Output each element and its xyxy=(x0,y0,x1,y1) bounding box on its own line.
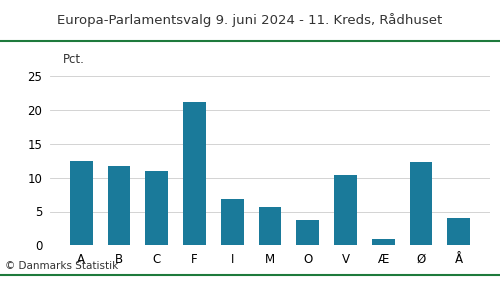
Bar xyxy=(183,102,206,245)
Bar xyxy=(372,239,394,245)
Bar xyxy=(448,218,470,245)
Bar xyxy=(410,162,432,245)
Text: © Danmarks Statistik: © Danmarks Statistik xyxy=(5,261,118,271)
Bar xyxy=(334,175,357,245)
Bar xyxy=(70,161,92,245)
Bar xyxy=(108,166,130,245)
Text: Pct.: Pct. xyxy=(62,53,84,66)
Bar xyxy=(258,208,281,245)
Bar xyxy=(221,199,244,245)
Text: Europa-Parlamentsvalg 9. juni 2024 - 11. Kreds, Rådhuset: Europa-Parlamentsvalg 9. juni 2024 - 11.… xyxy=(58,13,442,27)
Bar xyxy=(146,171,168,245)
Bar xyxy=(296,220,319,245)
